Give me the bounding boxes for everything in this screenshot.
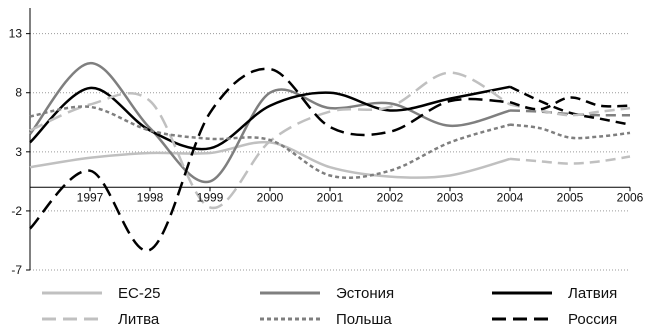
x-tick-label: 1997 bbox=[77, 190, 104, 204]
x-tick-label: 2002 bbox=[377, 190, 404, 204]
series-2 bbox=[29, 61, 631, 184]
x-tick-label: 1998 bbox=[137, 190, 164, 204]
legend-swatch bbox=[42, 291, 102, 295]
y-tick-label: -7 bbox=[11, 263, 22, 277]
y-tick-label: -2 bbox=[11, 204, 22, 218]
series-line bbox=[29, 61, 511, 184]
legend-swatch bbox=[492, 317, 552, 321]
x-tick-label: 2004 bbox=[497, 190, 524, 204]
series-forecast-line bbox=[509, 96, 631, 111]
series-5 bbox=[29, 105, 631, 179]
series-line bbox=[29, 71, 511, 209]
legend-swatch bbox=[260, 291, 320, 295]
x-tick-label: 2006 bbox=[617, 190, 644, 204]
legend-label: ЕС-25 bbox=[118, 284, 161, 302]
legend-label: Латвия bbox=[568, 284, 618, 302]
x-tick-label: 1999 bbox=[197, 190, 224, 204]
series-line bbox=[29, 105, 511, 179]
legend-swatch bbox=[492, 291, 552, 295]
series-3 bbox=[29, 85, 631, 151]
legend-item: Польша bbox=[258, 308, 392, 330]
series-6 bbox=[29, 67, 631, 252]
y-tick-label: 8 bbox=[15, 86, 22, 100]
x-tick-label: 2001 bbox=[317, 190, 344, 204]
legend-swatch bbox=[42, 317, 102, 321]
legend-label: Россия bbox=[568, 310, 618, 328]
legend-item: Литва bbox=[40, 308, 159, 330]
y-tick-label: 3 bbox=[15, 145, 22, 159]
series-line bbox=[29, 67, 511, 252]
legend-item: Россия bbox=[490, 308, 617, 330]
series-forecast-line bbox=[509, 109, 631, 117]
series-forecast-line bbox=[509, 123, 631, 140]
x-tick-label: 2000 bbox=[257, 190, 284, 204]
line-chart: 13 8 3 -2 -7 1997 1998 1999 2000 2001 2002 2003 2004… bbox=[9, 8, 644, 277]
x-tick-label: 2005 bbox=[557, 190, 584, 204]
legend-item: Латвия bbox=[490, 282, 617, 304]
x-tick-label: 2003 bbox=[437, 190, 464, 204]
legend-label: Эстония bbox=[336, 284, 395, 302]
series-forecast-line bbox=[509, 155, 631, 165]
series-forecast-line bbox=[509, 85, 631, 126]
series-line bbox=[29, 85, 511, 151]
y-tick-label: 13 bbox=[9, 27, 23, 41]
legend-item: ЕС-25 bbox=[40, 282, 161, 304]
chart-legend: ЕС-25 Эстония Латвия Литва Польша Россия bbox=[0, 278, 645, 330]
series-1 bbox=[29, 140, 631, 179]
legend-label: Литва bbox=[118, 310, 160, 328]
legend-item: Эстония bbox=[258, 282, 394, 304]
legend-swatch bbox=[260, 317, 320, 321]
legend-label: Польша bbox=[336, 310, 392, 328]
